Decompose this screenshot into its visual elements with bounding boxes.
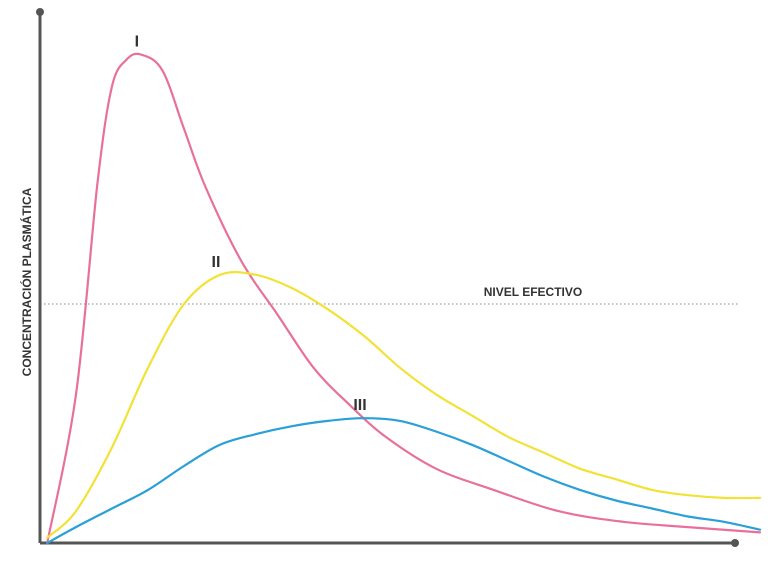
series-label-1: I bbox=[135, 33, 139, 50]
y-axis-end-dot bbox=[36, 8, 44, 16]
series-line-2 bbox=[46, 271, 762, 539]
series-layer bbox=[46, 52, 762, 545]
effective-level-label: NIVEL EFECTIVO bbox=[484, 285, 582, 299]
series-line-1 bbox=[46, 52, 762, 545]
y-axis-label: CONCENTRACIÓN PLASMÁTICA bbox=[19, 187, 34, 376]
series-line-3 bbox=[46, 417, 762, 545]
x-axis-end-dot bbox=[731, 539, 739, 547]
series-label-2: II bbox=[212, 254, 221, 271]
series-label-3: III bbox=[353, 397, 366, 414]
